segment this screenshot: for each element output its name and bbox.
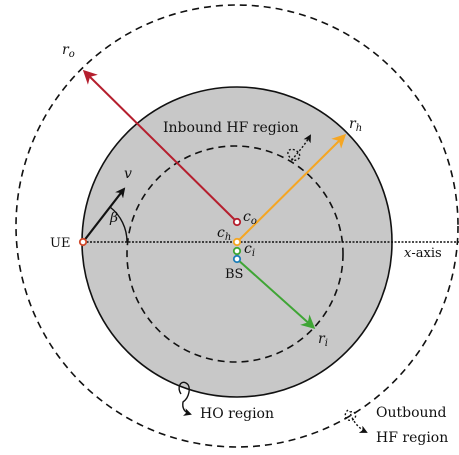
outbound-curly-arrow <box>344 409 368 433</box>
c-h-marker <box>232 237 242 247</box>
label-bs: BS <box>225 267 243 282</box>
label-ue: UE <box>50 236 70 251</box>
label-inbound-hf-region: Inbound HF region <box>163 120 299 136</box>
inbound-curly-arrow <box>287 134 311 162</box>
c-o-marker <box>232 217 242 227</box>
outer-dashed-circle <box>15 4 459 448</box>
label-r-i: ri <box>318 331 328 349</box>
bs-marker <box>232 254 242 264</box>
beta-angle-arc <box>109 206 128 243</box>
vector-r-i <box>236 258 316 330</box>
label-v: v <box>124 166 132 182</box>
label-beta: β <box>109 210 118 226</box>
vector-r-o <box>82 69 238 223</box>
label-c-i: ci <box>244 241 255 259</box>
inner-dashed-circle <box>126 145 344 363</box>
ue-marker <box>78 237 88 247</box>
label-ho-region: HO region <box>200 406 274 422</box>
label-outbound-line2: HF region <box>376 430 448 446</box>
label-outbound-line1: Outbound <box>376 405 447 421</box>
label-r-h: rh <box>349 116 362 134</box>
label-x-axis: x-axis <box>404 246 442 261</box>
velocity-vector <box>82 187 126 243</box>
ho-curly-arrow <box>178 381 192 416</box>
label-c-h: ch <box>217 225 231 243</box>
vector-r-h <box>236 133 347 243</box>
label-r-o: ro <box>62 42 75 60</box>
label-c-o: co <box>243 209 257 227</box>
c-i-marker <box>232 246 242 256</box>
